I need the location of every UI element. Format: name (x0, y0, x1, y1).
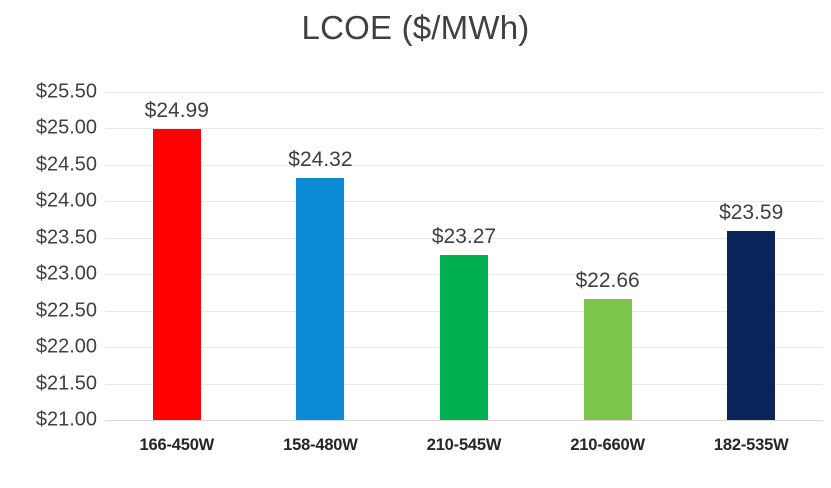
bar-value-label: $24.32 (288, 148, 353, 171)
bar-value-label: $24.99 (144, 99, 209, 123)
gridline (105, 420, 823, 421)
bar-210-660W[interactable] (583, 299, 632, 420)
gridline (105, 128, 823, 130)
bar-value-label: $23.59 (719, 201, 784, 225)
y-tick-label: $21.50 (35, 372, 97, 395)
y-tick-label: $23.50 (35, 226, 97, 249)
y-tick-label: $22.50 (35, 299, 97, 322)
gridline (105, 92, 823, 93)
gridline (105, 201, 823, 203)
x-tick-label: 158-480W (283, 436, 358, 454)
bar-166-450W[interactable] (152, 129, 201, 420)
chart-title: LCOE ($/MWh) (301, 9, 530, 46)
bar-182-535W[interactable] (727, 231, 776, 420)
y-tick-label: $22.00 (35, 335, 97, 358)
x-tick-label: 166-450W (139, 436, 215, 454)
bar-value-label: $23.27 (431, 224, 497, 248)
bar-value-label: $22.66 (575, 269, 640, 292)
gridline (105, 164, 823, 166)
y-tick-label: $24.00 (35, 189, 97, 212)
x-tick-label: 182-535W (713, 436, 789, 454)
x-tick-label: 210-660W (570, 436, 645, 454)
bar-210-545W[interactable] (440, 254, 488, 420)
y-tick-label: $24.50 (35, 153, 97, 176)
y-tick-label: $21.00 (35, 408, 97, 431)
y-tick-label: $23.00 (35, 262, 97, 285)
gridline (105, 237, 823, 239)
y-axis: $25.50 $25.00 $24.50 $24.00 $23.50 $23.00 $22.… (0, 81, 97, 431)
bar-158-480W[interactable] (296, 178, 345, 420)
x-tick-label: 210-545W (426, 436, 502, 454)
x-axis: 166-450W 158-480W 210-545W 210-660W 182-535W (105, 436, 823, 466)
y-tick-label: $25.00 (35, 116, 97, 139)
plot-area: $24.99 $24.32 $23.27 $22.66 $23.59 (105, 92, 823, 421)
y-tick-label: $25.50 (35, 80, 97, 103)
